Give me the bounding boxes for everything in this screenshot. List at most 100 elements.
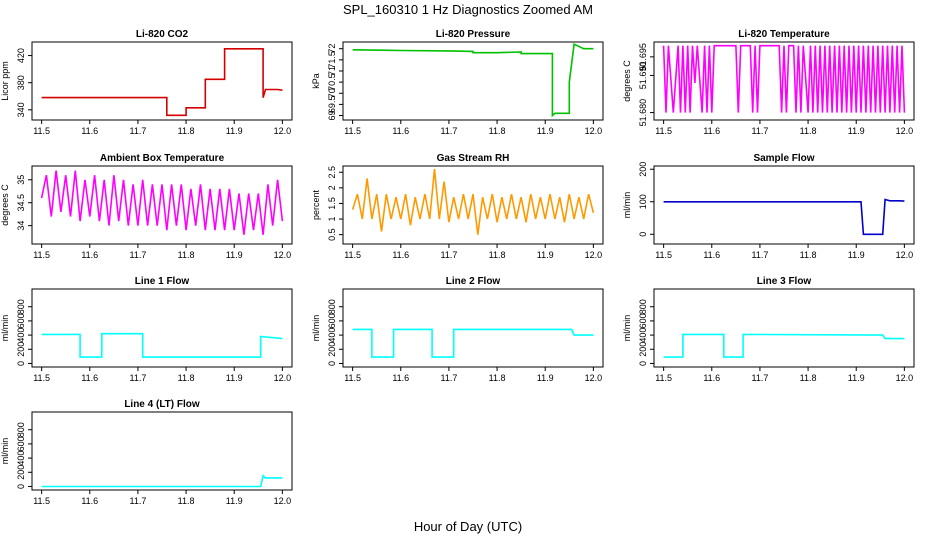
x-tick-label: 12.0 <box>274 126 292 136</box>
x-tick-label: 12.0 <box>585 126 603 136</box>
x-tick-label: 11.9 <box>848 250 865 260</box>
series-line <box>40 170 284 235</box>
x-tick-label: 11.8 <box>489 373 506 383</box>
y-tick-label: 51.690 <box>638 62 648 90</box>
y-tick-label: 2.5 <box>327 166 337 179</box>
x-tick-label: 11.5 <box>344 250 361 260</box>
series-line <box>41 47 283 117</box>
x-tick-label: 11.5 <box>655 250 672 260</box>
plot-frame <box>31 41 293 121</box>
plot-frame <box>653 41 915 121</box>
y-tick-label: 600 <box>16 313 26 328</box>
panel-title: Li-820 CO2 <box>136 29 189 40</box>
panel-title: Line 1 Flow <box>135 276 190 287</box>
y-tick-label: 400 <box>638 328 648 343</box>
x-tick-label: 11.7 <box>129 496 146 506</box>
series-line <box>352 328 594 358</box>
y-tick-label: 1.5 <box>327 197 337 210</box>
plot-frame <box>342 288 604 368</box>
panel-title: Li-820 Pressure <box>436 29 511 40</box>
y-tick-label: 51.695 <box>638 43 648 71</box>
x-tick-label: 12.0 <box>274 373 292 383</box>
x-tick-label: 11.7 <box>440 126 457 136</box>
y-axis-label: percent <box>311 189 321 220</box>
y-tick-label: 35 <box>16 175 26 185</box>
x-tick-label: 11.5 <box>344 126 361 136</box>
y-tick-label: 0 <box>638 361 648 366</box>
x-tick-label: 11.6 <box>703 126 720 136</box>
x-tick-label: 11.5 <box>344 373 361 383</box>
x-tick-label: 11.9 <box>537 373 554 383</box>
x-tick-label: 11.8 <box>800 250 817 260</box>
x-tick-label: 11.5 <box>33 496 50 506</box>
panel-3: Li-820 Temperature degrees C 11.5 11.6 11.7 1… <box>622 29 915 136</box>
x-tick-label: 11.6 <box>703 373 720 383</box>
x-tick-label: 11.8 <box>800 373 817 383</box>
plot-frame <box>653 165 915 245</box>
panel-8: Line 2 Flow ml/min 11.5 11.6 11.7 11.8 11.9 12.… <box>311 276 604 383</box>
x-tick-label: 11.8 <box>489 250 506 260</box>
y-tick-label: 71.5 <box>327 51 337 69</box>
y-tick-label: 2 <box>327 185 337 190</box>
y-axis-label: ml/min <box>622 315 632 342</box>
y-tick-label: 70 <box>327 88 337 98</box>
x-tick-label: 11.6 <box>81 250 98 260</box>
x-tick-label: 11.5 <box>33 250 50 260</box>
x-tick-label: 12.0 <box>896 250 914 260</box>
y-axis-label: ml/min <box>0 438 10 465</box>
plot-frame <box>342 41 604 121</box>
x-tick-label: 11.8 <box>178 496 195 506</box>
x-tick-label: 12.0 <box>585 373 603 383</box>
x-tick-label: 11.5 <box>655 373 672 383</box>
x-tick-label: 11.7 <box>751 126 768 136</box>
y-tick-label: 400 <box>16 328 26 343</box>
x-tick-label: 11.5 <box>33 126 50 136</box>
panel-2: Li-820 Pressure kPa 11.5 11.6 11.7 11.8 11.9 12… <box>311 29 604 136</box>
y-tick-label: 51.680 <box>638 99 648 127</box>
x-tick-label: 11.6 <box>81 373 98 383</box>
x-tick-label: 11.5 <box>655 126 672 136</box>
figure-x-label: Hour of Day (UTC) <box>414 519 522 534</box>
y-axis-label: ml/min <box>622 192 632 219</box>
x-tick-label: 11.8 <box>178 126 195 136</box>
series-line <box>41 474 283 488</box>
plot-frame <box>31 165 293 245</box>
y-axis-label: degrees C <box>0 184 10 226</box>
y-axis-label: kPa <box>311 73 321 89</box>
x-tick-label: 11.9 <box>848 373 865 383</box>
x-tick-label: 12.0 <box>896 373 914 383</box>
x-tick-label: 11.7 <box>129 373 146 383</box>
panel-10: Line 4 (LT) Flow ml/min 11.5 11.6 11.7 11.8 11… <box>0 399 293 506</box>
y-tick-label: 69 <box>327 111 337 121</box>
y-tick-label: 70.5 <box>327 73 337 91</box>
series-line <box>663 198 905 236</box>
panel-title: Sample Flow <box>753 153 814 164</box>
x-tick-label: 11.7 <box>129 250 146 260</box>
y-tick-label: 0 <box>16 361 26 366</box>
y-tick-label: 800 <box>327 299 337 314</box>
x-tick-label: 11.8 <box>800 126 817 136</box>
y-tick-label: 600 <box>16 436 26 451</box>
x-tick-label: 11.7 <box>751 373 768 383</box>
x-tick-label: 11.6 <box>392 373 409 383</box>
y-tick-label: 34 <box>16 221 26 231</box>
y-axis-label: ml/min <box>0 315 10 342</box>
series-line <box>663 333 905 358</box>
y-tick-label: 0 <box>16 484 26 489</box>
x-tick-label: 11.6 <box>81 126 98 136</box>
panel-title: Line 3 Flow <box>757 276 812 287</box>
series-line <box>41 332 283 358</box>
y-tick-label: 400 <box>327 328 337 343</box>
x-tick-label: 12.0 <box>274 250 292 260</box>
x-tick-label: 11.9 <box>848 126 865 136</box>
x-tick-label: 11.6 <box>392 250 409 260</box>
y-tick-label: 600 <box>638 313 648 328</box>
y-tick-label: 400 <box>16 451 26 466</box>
x-tick-label: 11.9 <box>226 126 243 136</box>
y-tick-label: 200 <box>638 162 648 177</box>
y-tick-label: 200 <box>638 342 648 357</box>
y-tick-label: 600 <box>327 313 337 328</box>
x-tick-label: 11.6 <box>392 126 409 136</box>
